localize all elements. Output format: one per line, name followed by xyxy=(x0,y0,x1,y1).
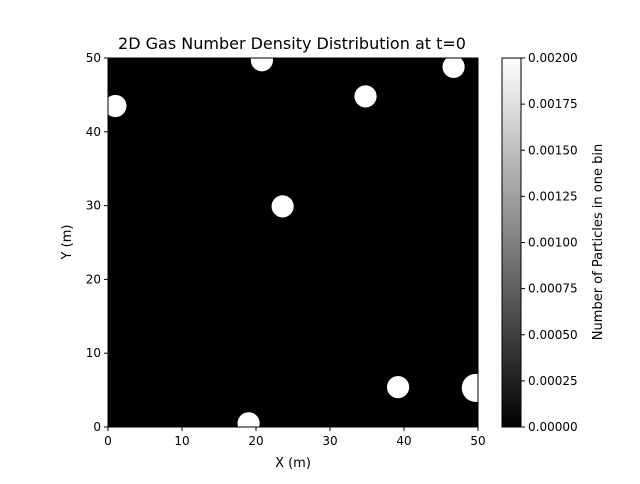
colorbar-tick-label: 0.00075 xyxy=(528,282,578,296)
x-tick-label: 30 xyxy=(322,434,337,448)
density-blob-0 xyxy=(250,58,274,72)
colorbar-tick-label: 0.00125 xyxy=(528,189,578,203)
density-blob-4 xyxy=(271,195,294,218)
y-tick-label: 0 xyxy=(93,420,101,434)
colorbar-tick-label: 0.00200 xyxy=(528,51,578,65)
density-blob-5 xyxy=(386,376,410,399)
colorbar-tick-label: 0.00100 xyxy=(528,236,578,250)
x-axis-label: X (m) xyxy=(275,456,311,471)
plot-background xyxy=(108,58,478,427)
density-blob-3 xyxy=(354,85,377,108)
density-blob-7 xyxy=(237,412,260,427)
y-tick-label: 50 xyxy=(86,51,101,65)
y-tick-label: 40 xyxy=(86,125,101,139)
colorbar-tick-label: 0.00050 xyxy=(528,328,578,342)
colorbar xyxy=(501,57,522,428)
colorbar-tick-label: 0.00175 xyxy=(528,97,578,111)
density-blobs xyxy=(108,58,478,427)
colorbar-label: Number of Particles in one bin xyxy=(591,144,606,340)
x-tick-label: 0 xyxy=(104,434,112,448)
y-axis: 0 10 20 30 40 50 xyxy=(86,51,108,434)
colorbar-ticks: 0.00000 0.00025 0.00050 0.00075 0.00100 0.001… xyxy=(521,51,578,434)
colorbar-tick-label: 0.00150 xyxy=(528,143,578,157)
y-tick-label: 20 xyxy=(86,272,101,286)
colorbar-tick-label: 0.00025 xyxy=(528,374,578,388)
x-tick-label: 10 xyxy=(174,434,189,448)
colorbar-tick-label: 0.00000 xyxy=(528,420,578,434)
density-blob-6 xyxy=(461,373,478,402)
y-tick-label: 10 xyxy=(86,346,101,360)
x-tick-label: 50 xyxy=(470,434,485,448)
x-tick-label: 40 xyxy=(396,434,411,448)
chart-title: 2D Gas Number Density Distribution at t=… xyxy=(118,34,466,53)
x-axis: 0 10 20 30 40 50 xyxy=(104,427,486,448)
x-tick-label: 20 xyxy=(248,434,263,448)
y-tick-label: 30 xyxy=(86,199,101,213)
y-axis-label: Y (m) xyxy=(60,225,75,261)
density-blob-2 xyxy=(108,94,127,118)
plot-frame xyxy=(107,57,479,428)
density-blob-1 xyxy=(442,58,465,78)
